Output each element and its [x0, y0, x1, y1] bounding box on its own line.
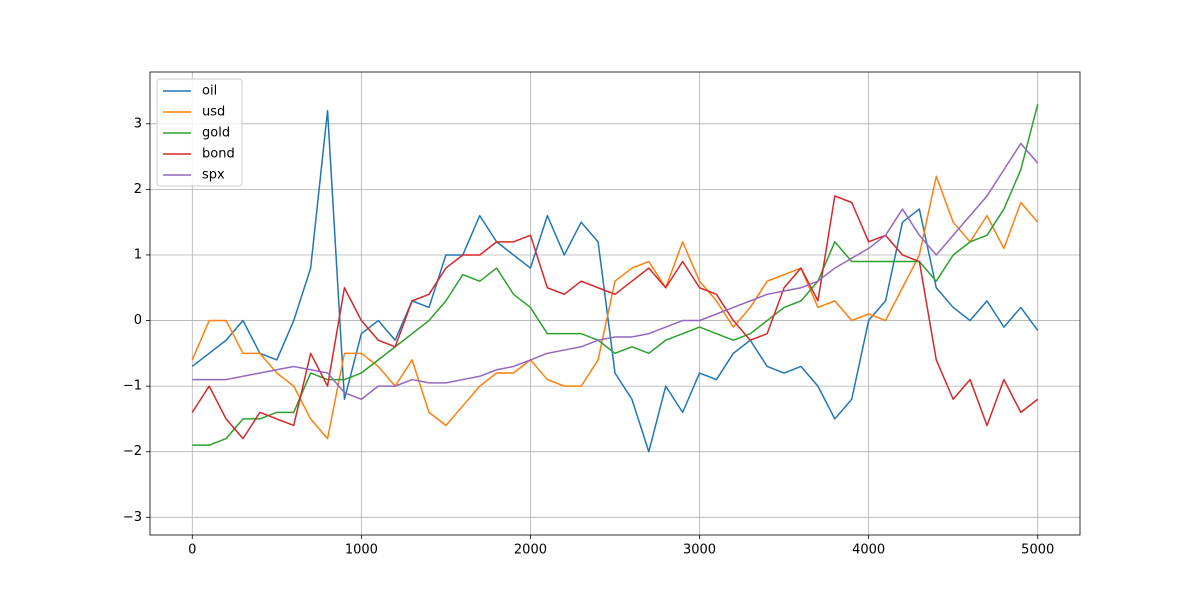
axes: 0 1000 2000 3000 4000 5000 −3 −2 −1 0 1 2 3 — [123, 116, 1054, 557]
lines — [191, 103, 1039, 453]
y-tick-label: 1 — [134, 247, 142, 262]
legend-box — [156, 78, 243, 187]
y-tick-label: −3 — [123, 510, 142, 525]
x-tick-label: 2000 — [514, 543, 547, 558]
x-tick-label: 5000 — [1021, 543, 1054, 558]
legend: oil usd gold bond spx — [156, 78, 243, 187]
x-tick-label: 4000 — [852, 543, 885, 558]
legend-label: usd — [202, 105, 225, 120]
x-tick-label: 3000 — [683, 543, 716, 558]
x-tick-label: 0 — [188, 543, 196, 558]
y-tick-label: 0 — [134, 313, 142, 328]
y-tick-label: −2 — [123, 444, 142, 459]
series-line — [192, 142, 1039, 400]
x-tick-label: 1000 — [345, 543, 378, 558]
y-tick-label: 2 — [134, 182, 142, 197]
legend-label: spx — [202, 168, 225, 183]
y-tick-label: −1 — [123, 379, 142, 394]
legend-label: bond — [202, 147, 235, 162]
plot-frame — [149, 71, 1081, 536]
legend-label: oil — [202, 84, 217, 99]
series-line — [191, 195, 1039, 440]
y-tick-label: 3 — [134, 116, 142, 131]
legend-label: gold — [202, 126, 230, 141]
series-line — [191, 175, 1039, 440]
